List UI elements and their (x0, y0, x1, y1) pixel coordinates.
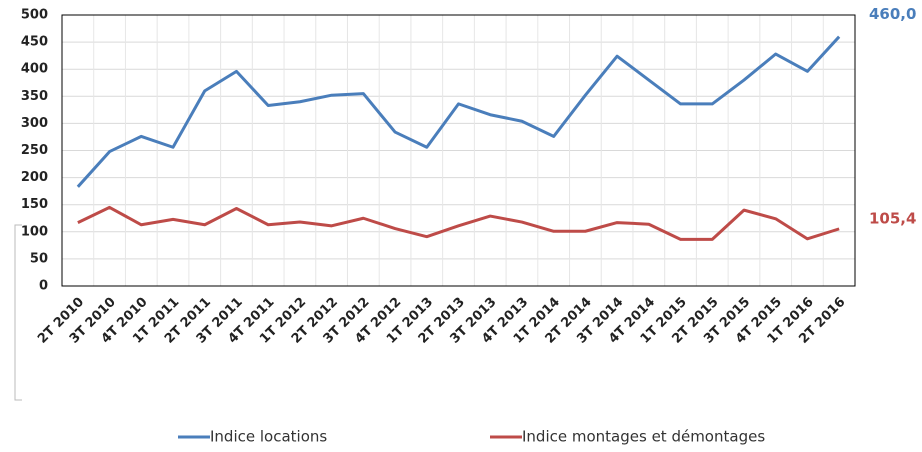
y-tick-label: 50 (30, 251, 48, 266)
y-tick-label: 400 (21, 62, 48, 77)
y-tick-label: 450 (21, 35, 48, 50)
y-tick-label: 500 (21, 8, 48, 23)
plot-border (61, 14, 856, 287)
line (76, 35, 841, 188)
legend-label: Indice montages et démontages (522, 428, 765, 446)
end-label: 105,4 (869, 209, 916, 227)
line (77, 205, 840, 241)
legend-label: Indice locations (210, 428, 327, 446)
y-tick-label: 350 (21, 89, 48, 104)
y-tick-label: 100 (21, 224, 48, 239)
y-tick-label: 150 (21, 197, 48, 212)
end-label: 460,0 (869, 5, 916, 23)
y-tick-label: 300 (21, 116, 48, 131)
y-tick-label: 250 (21, 143, 48, 158)
y-tick-label: 0 (39, 279, 48, 294)
y-tick-label: 200 (21, 170, 48, 185)
frame-edge (14, 224, 22, 401)
